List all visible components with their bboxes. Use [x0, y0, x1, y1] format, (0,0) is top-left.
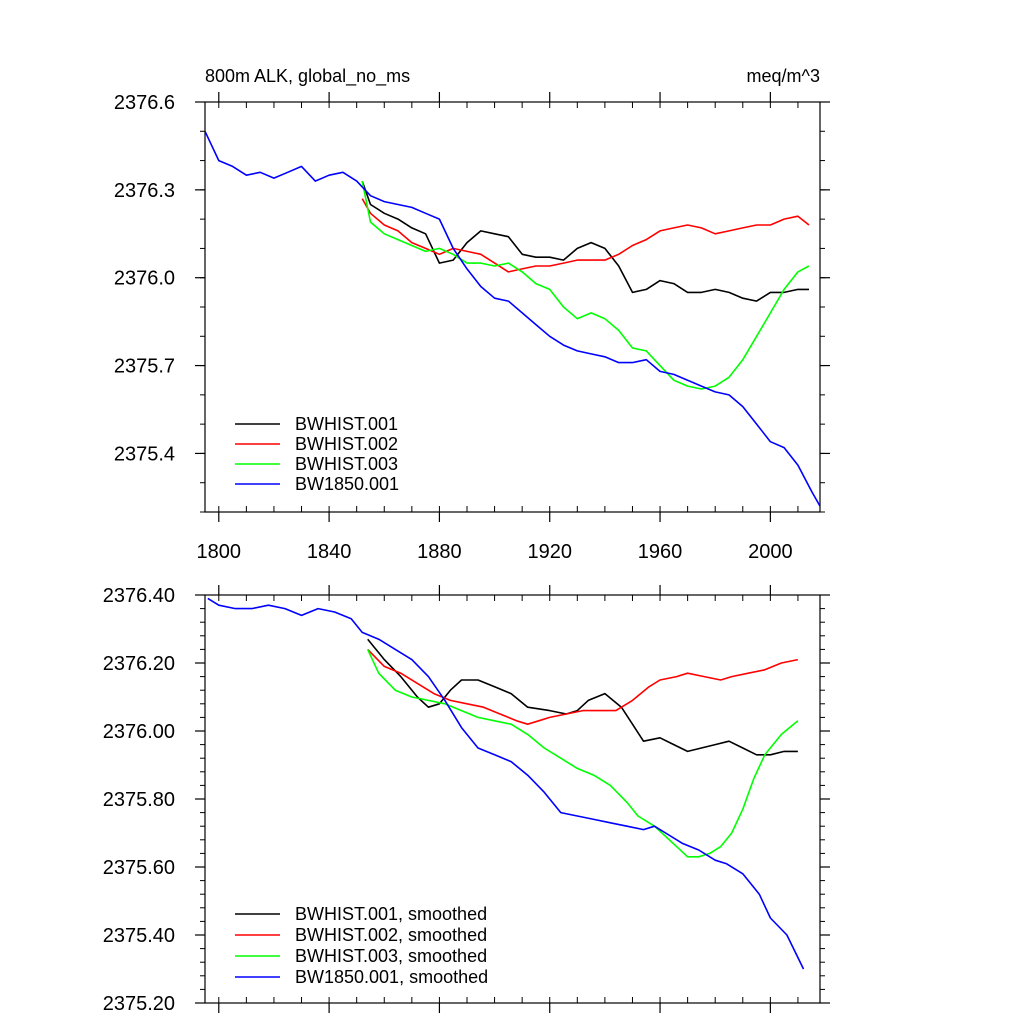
legend-label: BW1850.001, smoothed — [295, 967, 488, 987]
series-group — [205, 130, 820, 507]
x-tick-label: 1800 — [197, 541, 242, 563]
bottom-panel: 2375.20 2375.40 2375.60 2375.80 2376.00 2376.… — [103, 585, 830, 1015]
legend-label: BWHIST.003 — [295, 454, 398, 474]
y-tick-label: 2376.3 — [114, 180, 175, 202]
x-tick-label: 1920 — [527, 541, 572, 563]
x-tick-label: 1880 — [417, 541, 462, 563]
legend-label: BWHIST.002, smoothed — [295, 925, 487, 945]
y-tick-label: 2375.80 — [103, 789, 175, 811]
x-tick-label: 1960 — [638, 541, 683, 563]
top-panel: 1800 1840 1880 1920 1960 2000 2375.4 2375.7 2376… — [114, 92, 830, 563]
legend-label: BWHIST.003, smoothed — [295, 946, 487, 966]
series-line-bwhist-001-smoothed — [367, 638, 798, 756]
y-tick-label: 2376.00 — [103, 721, 175, 743]
legend-label: BW1850.001 — [295, 474, 399, 494]
legend-label: BWHIST.002 — [295, 434, 398, 454]
x-tick-label: 2000 — [748, 541, 793, 563]
series-line-bw1850-001 — [205, 130, 820, 507]
chart-title: 800m ALK, global_no_ms — [205, 66, 410, 87]
legend-label: BWHIST.001 — [295, 414, 398, 434]
series-line-bwhist-002 — [361, 198, 810, 273]
series-line-bwhist-002-smoothed — [367, 648, 799, 726]
y-tick-label: 2376.40 — [103, 585, 175, 607]
y-tick-label: 2375.20 — [103, 993, 175, 1015]
x-tick-label: 1840 — [307, 541, 352, 563]
y-tick-label: 2376.20 — [103, 653, 175, 675]
units-label: meq/m^3 — [747, 66, 820, 86]
series-line-bwhist-003-smoothed — [366, 649, 799, 858]
series-line-bwhist-001 — [361, 180, 809, 302]
legend-label: BWHIST.001, smoothed — [295, 904, 487, 924]
y-tick-label: 2376.0 — [114, 268, 175, 290]
series-line-bw1850-001-smoothed — [207, 597, 805, 970]
y-tick-label: 2375.40 — [103, 925, 175, 947]
y-tick-label: 2375.7 — [114, 356, 175, 378]
series-group — [207, 597, 805, 970]
y-tick-label: 2376.6 — [114, 92, 175, 114]
series-line-bwhist-003 — [361, 180, 810, 390]
y-tick-label: 2375.4 — [114, 443, 175, 465]
y-tick-label: 2375.60 — [103, 857, 175, 879]
